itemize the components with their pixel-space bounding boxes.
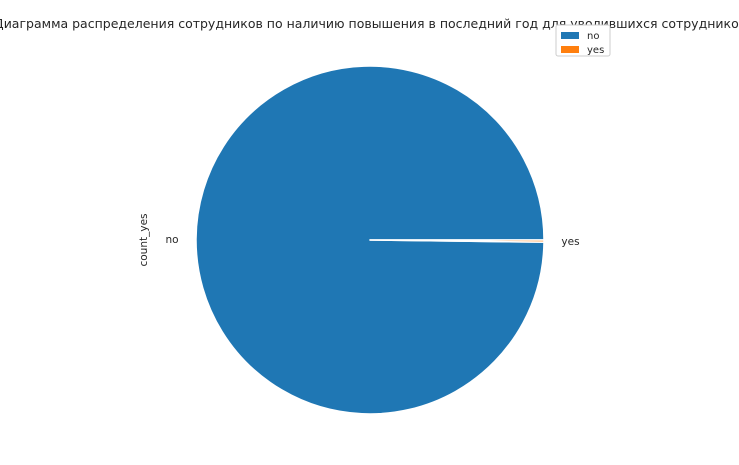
slice-label-no: no (166, 234, 179, 246)
y-axis-label: count_yes (138, 213, 150, 266)
legend-swatch-yes (561, 46, 579, 53)
chart-title: Диаграмма распределения сотрудников по н… (0, 16, 739, 31)
pie-slice-labels: no yes (166, 234, 580, 248)
pie-slices (195, 65, 545, 415)
legend-label-yes: yes (587, 45, 604, 56)
legend-swatch-no (561, 32, 579, 39)
pie-slice-yes (369, 239, 545, 243)
legend: no yes (555, 24, 611, 57)
slice-label-yes: yes (561, 236, 579, 248)
legend-label-no: no (587, 31, 599, 42)
